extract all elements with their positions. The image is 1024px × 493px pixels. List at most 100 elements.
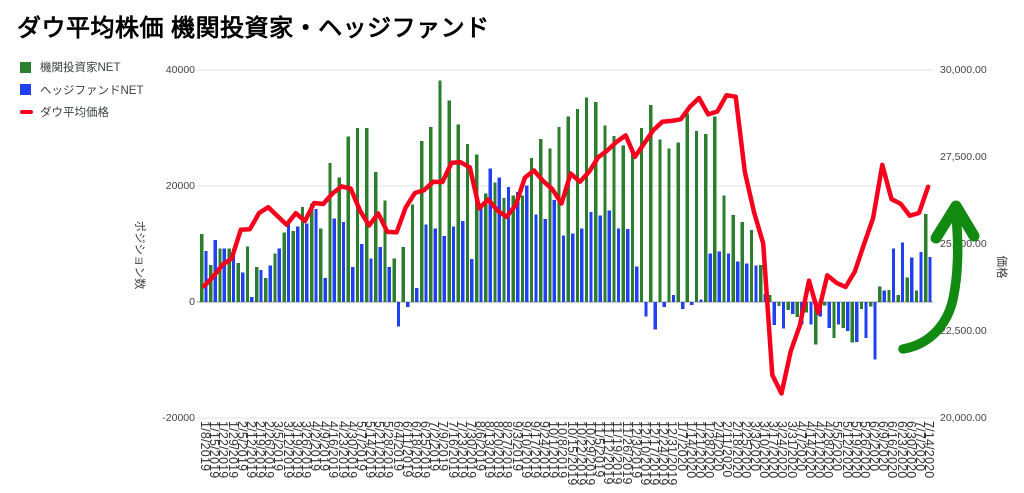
bar [804, 302, 809, 313]
bar [869, 302, 873, 307]
legend-label: 機関投資家NET [40, 62, 121, 74]
bar [571, 233, 575, 302]
bar [429, 126, 433, 302]
bar [680, 302, 685, 309]
bar [772, 302, 776, 326]
bar [474, 154, 479, 302]
bar [534, 214, 538, 302]
bar [291, 231, 295, 302]
bar [855, 302, 859, 343]
bar [667, 148, 671, 302]
bar [625, 228, 630, 302]
bar [914, 290, 919, 302]
bar [882, 290, 886, 302]
bar [818, 302, 822, 317]
bar [630, 151, 635, 302]
bar [231, 249, 236, 302]
trend-arrow-head [930, 200, 980, 244]
bar [809, 302, 813, 325]
bar [685, 113, 690, 302]
bar [644, 302, 648, 317]
chart-title: ダウ平均株価 機関投資家・ヘッジファンド [17, 15, 490, 42]
x-tick-label: 7/14/2020 [922, 421, 936, 479]
bar [699, 299, 703, 302]
price-tick-label: 25,000.00 [940, 238, 987, 250]
bar [419, 140, 424, 302]
bar [465, 144, 470, 302]
y-tick-label: 0 [189, 296, 195, 308]
bar [447, 100, 451, 303]
bar [200, 234, 204, 302]
legend-item: 機関投資家NET [20, 60, 121, 74]
price-line [201, 92, 931, 396]
bar [245, 246, 250, 302]
bar [887, 289, 891, 302]
bar [209, 264, 213, 302]
legend-square-marker [20, 61, 31, 73]
bar [777, 302, 781, 307]
bar [415, 288, 419, 302]
bar [433, 228, 437, 302]
bar [355, 128, 360, 302]
bar [300, 206, 305, 302]
bar [502, 198, 506, 302]
bar [346, 136, 350, 302]
bar [745, 263, 749, 302]
bar [364, 128, 369, 302]
bar [529, 158, 534, 302]
bar [676, 142, 680, 302]
bar [314, 209, 318, 302]
bar [653, 302, 657, 330]
bar [305, 223, 309, 302]
bar [277, 248, 282, 302]
bar [511, 195, 515, 302]
bar [520, 195, 525, 302]
bar [722, 195, 726, 302]
bar [900, 242, 905, 302]
bar [717, 251, 721, 302]
bar [332, 218, 337, 302]
bar [406, 302, 410, 308]
bar [827, 302, 831, 329]
bar [506, 187, 511, 302]
bar [438, 80, 442, 302]
bar [850, 302, 855, 343]
price-tick-label: 22,500.00 [940, 325, 987, 337]
bar [662, 302, 666, 308]
y-tick-label: 20000 [165, 180, 195, 192]
bar [236, 263, 240, 302]
bar [268, 265, 272, 302]
bar [845, 302, 850, 331]
bar [635, 266, 639, 302]
bar [484, 193, 488, 302]
bar [658, 139, 662, 302]
bar [282, 232, 286, 302]
bar [323, 278, 327, 302]
bar [878, 286, 882, 302]
bar [410, 204, 415, 302]
bar [786, 302, 790, 311]
bar [369, 258, 373, 302]
price-tick-label: 27,500.00 [940, 151, 987, 163]
bar [552, 199, 556, 302]
bar [557, 126, 561, 302]
bar [928, 256, 932, 302]
bar [241, 272, 245, 302]
bar [204, 250, 208, 302]
bar [621, 145, 625, 302]
right-axis-title: 価格 [995, 255, 1007, 279]
bar [525, 185, 529, 302]
bar [781, 302, 786, 329]
bar [790, 302, 795, 315]
bar [795, 302, 800, 318]
price-tick-label: 20,000.00 [940, 412, 987, 424]
bar [296, 226, 300, 302]
bar [896, 295, 900, 302]
bar [374, 172, 378, 302]
legend-line-marker [20, 109, 33, 115]
bar [566, 116, 570, 303]
bar [726, 253, 731, 302]
bar [442, 235, 446, 302]
bar [539, 139, 543, 302]
bar [607, 210, 611, 302]
